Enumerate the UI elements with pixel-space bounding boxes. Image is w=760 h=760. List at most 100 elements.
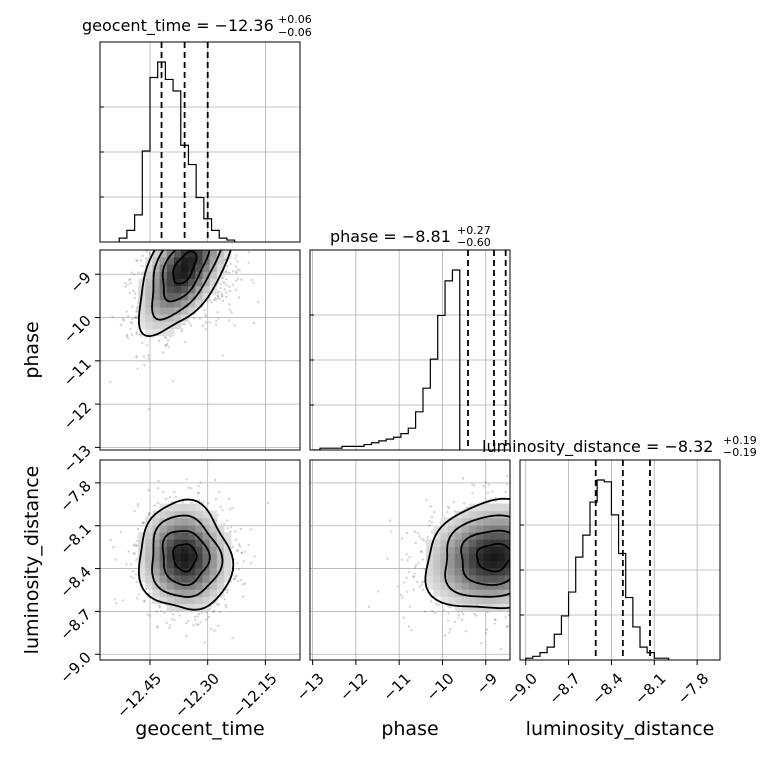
density-phase-vs-luminosity-distance-point [527,518,529,520]
density-phase-vs-luminosity-distance-point [513,536,515,538]
density-phase-vs-luminosity-distance-point [553,548,555,550]
density-phase-vs-luminosity-distance-point [553,535,555,537]
density-phase-vs-luminosity-distance-point [535,531,537,533]
density-phase-vs-luminosity-distance-cell [433,560,441,569]
density-phase-vs-luminosity-distance-point [460,618,464,621]
density-phase-vs-luminosity-distance-point [556,576,558,578]
density-geocent-time-vs-luminosity-distance-cell [173,553,182,562]
density-geocent-time-vs-phase-cell [152,257,161,265]
density-geocent-time-vs-luminosity-distance-point [185,634,188,638]
density-geocent-time-vs-phase-cell [188,250,196,258]
labels: −12.45 −12.30 −12.15 −13 −12 −11 −10 −9 −9.0 −8.7… [56,268,712,721]
density-phase-vs-luminosity-distance-cell [454,575,463,583]
density-geocent-time-vs-phase-point [135,310,138,314]
density-phase-vs-luminosity-distance-point [528,563,530,565]
density-phase-vs-luminosity-distance-point [538,550,540,552]
density-geocent-time-vs-phase-point [208,321,211,324]
density-geocent-time-vs-phase-point [228,289,232,293]
density-geocent-time-vs-luminosity-distance-point [171,617,174,621]
density-geocent-time-vs-phase-cell [224,221,232,229]
xtick-label-phase-2: −11 [379,670,414,705]
density-geocent-time-vs-luminosity-distance-point [141,521,144,525]
density-phase-vs-luminosity-distance-point [512,554,514,556]
density-geocent-time-vs-luminosity-distance-cell [202,589,211,597]
title-luminosity-distance-minus: −0.19 [723,446,757,459]
density-geocent-time-vs-phase-cell [195,264,203,272]
density-geocent-time-vs-phase-point [234,288,237,291]
density-geocent-time-vs-phase-cell [138,299,146,308]
density-geocent-time-vs-luminosity-distance-cell [188,553,196,562]
density-phase-vs-luminosity-distance-cell [512,596,520,604]
density-phase-vs-luminosity-distance-cell [476,503,484,512]
density-phase-vs-luminosity-distance-point [514,562,516,564]
density-geocent-time-vs-luminosity-distance-cell [138,575,146,583]
density-phase-vs-luminosity-distance-cell [440,596,448,604]
density-phase-vs-luminosity-distance-point [514,564,516,566]
hist-geocent-time [118,42,236,242]
density-phase-vs-luminosity-distance-point [528,648,530,650]
density-geocent-time-vs-luminosity-distance-point [249,562,253,565]
density-phase-vs-luminosity-distance-point [555,559,557,561]
density-phase-vs-luminosity-distance-cell [454,546,463,554]
density-geocent-time-vs-luminosity-distance-point [194,615,197,619]
ytick-label-phase-1: −12 [60,398,95,433]
density-phase-vs-luminosity-distance-point [428,520,431,523]
density-phase-vs-luminosity-distance-point [542,506,544,508]
density-geocent-time-vs-luminosity-distance-point [238,545,242,548]
density-phase-vs-luminosity-distance-point [447,619,450,623]
density-phase-vs-luminosity-distance-cell [476,546,484,554]
density-phase-vs-luminosity-distance-cell [504,575,510,583]
density-phase-vs-luminosity-distance-cell [497,503,506,512]
density-phase-vs-luminosity-distance-point [544,559,546,561]
density-geocent-time-vs-phase-cell [210,200,218,208]
density-geocent-time-vs-phase-point [219,286,222,290]
density-geocent-time-vs-phase-cell [166,278,175,287]
density-phase-vs-luminosity-distance-point [513,569,515,571]
density-phase-vs-luminosity-distance-point [537,583,539,585]
density-geocent-time-vs-phase-cell [145,285,153,294]
density-phase-vs-luminosity-distance-cell [540,525,548,533]
density-phase-vs-luminosity-distance-cell [497,546,506,554]
density-phase-vs-luminosity-distance-point [546,544,548,546]
density-phase-vs-luminosity-distance-cell [512,589,520,597]
density-geocent-time-vs-luminosity-distance-point [234,575,237,578]
density-phase-vs-luminosity-distance-cell [490,575,498,583]
density-phase-vs-luminosity-distance-point [544,584,546,586]
density-geocent-time-vs-phase-cell [195,250,203,251]
density-geocent-time-vs-phase-point [121,317,125,321]
density-phase-vs-luminosity-distance-point [547,534,549,536]
density-phase-vs-luminosity-distance-point [550,644,552,646]
density-phase-vs-luminosity-distance-cell [447,582,456,590]
density-geocent-time-vs-phase-cell [173,250,182,258]
density-geocent-time-vs-luminosity-distance-point [236,549,239,552]
density-phase-vs-luminosity-distance-point [527,584,529,586]
density-geocent-time-vs-phase-cell [166,314,175,322]
density-phase-vs-luminosity-distance-point [511,536,513,538]
density-phase-vs-luminosity-distance-cell [548,525,556,533]
density-geocent-time-vs-phase-point [221,281,225,284]
density-geocent-time-vs-phase-point [205,315,208,318]
density-phase-vs-luminosity-distance-cells [426,503,556,612]
density-geocent-time-vs-luminosity-distance-cell [209,546,218,554]
density-phase-vs-luminosity-distance-cell [512,568,520,576]
density-phase-vs-luminosity-distance-point [414,541,417,545]
density-phase-vs-luminosity-distance-point [408,605,411,608]
density-phase-vs-luminosity-distance-point [511,558,513,560]
density-geocent-time-vs-luminosity-distance-cell [188,575,196,583]
density-phase-vs-luminosity-distance-cell [433,589,441,597]
density-phase-vs-luminosity-distance-cell [512,525,520,533]
density-geocent-time-vs-phase-cell [216,250,225,251]
density-geocent-time-vs-phase-point [164,344,167,347]
density-geocent-time-vs-phase-point [147,357,150,360]
density-phase-vs-luminosity-distance-cell [540,568,548,576]
density-phase-vs-luminosity-distance-point [537,542,539,544]
density-geocent-time-vs-luminosity-distance-point [168,624,172,627]
density-geocent-time-vs-luminosity-distance-point [156,626,159,629]
density-geocent-time-vs-luminosity-distance-point [207,502,210,505]
density-phase-vs-luminosity-distance-point [562,514,564,516]
density-phase-vs-luminosity-distance-cell [533,568,541,576]
density-geocent-time-vs-luminosity-distance-point [157,479,160,483]
density-geocent-time-vs-luminosity-distance-cell [181,575,189,583]
density-phase-vs-luminosity-distance-point [505,625,508,628]
density-geocent-time-vs-luminosity-distance-cell [173,517,182,526]
